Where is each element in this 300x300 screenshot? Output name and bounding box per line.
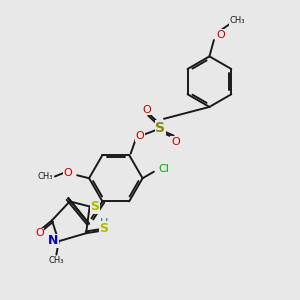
Text: S: S — [91, 200, 100, 213]
Text: O: O — [63, 168, 72, 178]
Text: Cl: Cl — [158, 164, 169, 174]
Text: S: S — [155, 121, 165, 135]
Text: S: S — [99, 222, 108, 235]
Text: CH₃: CH₃ — [49, 256, 64, 265]
Text: O: O — [35, 228, 44, 238]
Text: O: O — [143, 105, 152, 115]
Text: O: O — [216, 30, 225, 40]
Text: CH₃: CH₃ — [229, 16, 245, 25]
Text: O: O — [171, 137, 180, 147]
Text: N: N — [48, 234, 59, 247]
Text: H: H — [100, 218, 109, 228]
Text: O: O — [135, 131, 144, 141]
Text: CH₃: CH₃ — [37, 172, 53, 181]
